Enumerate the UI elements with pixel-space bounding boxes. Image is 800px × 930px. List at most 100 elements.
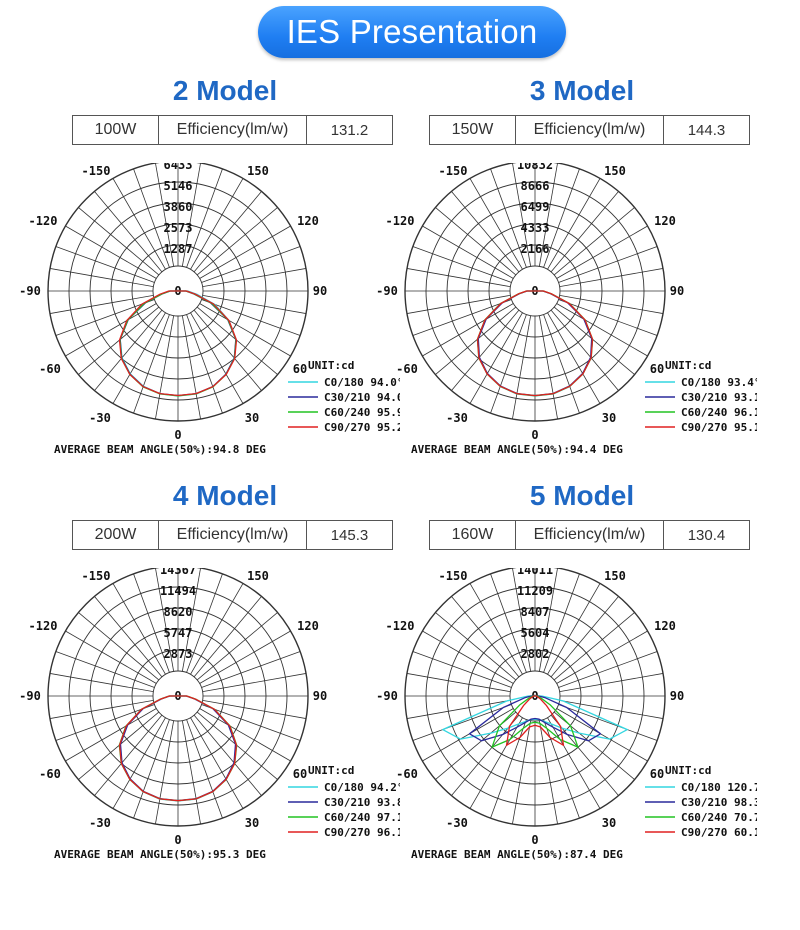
series-curve-C30-210	[468, 695, 602, 742]
grid-spoke	[193, 714, 262, 796]
grid-spoke	[155, 315, 175, 420]
grid-spoke	[190, 178, 244, 270]
page-title-banner: IES Presentation	[258, 6, 566, 58]
grid-spoke	[538, 720, 558, 825]
grid-spoke	[181, 568, 201, 672]
angle-label: 60	[293, 362, 307, 376]
legend-entry: C90/270 95.2°	[324, 421, 400, 434]
grid-spoke	[190, 312, 244, 404]
angle-label: 150	[247, 164, 269, 178]
grid-spoke	[547, 717, 601, 809]
unit-label: UNIT:cd	[308, 764, 354, 777]
polar-chart: 6433 5146 3860 2573 1287 0 -150 150 -120 120 -90 90…	[19, 163, 400, 456]
grid-spoke	[196, 306, 278, 375]
beam-angle-footer: AVERAGE BEAM ANGLE(50%):87.4 DEG	[411, 848, 623, 861]
unit-label: UNIT:cd	[665, 359, 711, 372]
angle-label: 0	[531, 833, 538, 847]
angle-label: -30	[446, 816, 468, 830]
radial-tick-label: 10832	[517, 163, 553, 172]
grid-spoke	[65, 708, 157, 762]
legend-entry: C30/210 94.0°	[324, 391, 400, 404]
grid-spoke	[181, 163, 201, 267]
grid-spoke	[112, 312, 166, 404]
grid-spoke	[422, 708, 514, 762]
grid-spoke	[558, 246, 658, 283]
power-cell: 150W	[430, 116, 516, 144]
angle-label: 120	[297, 619, 319, 633]
grid-spoke	[490, 314, 527, 414]
radial-tick-label: 2873	[164, 647, 193, 661]
grid-spoke	[422, 303, 514, 357]
grid-spoke	[196, 612, 278, 681]
legend-entry: C60/240 95.9°	[324, 406, 400, 419]
angle-label: -60	[396, 362, 418, 376]
grid-spoke	[186, 719, 223, 819]
grid-spoke	[490, 573, 527, 673]
grid-spoke	[558, 704, 658, 741]
angle-label: -30	[89, 411, 111, 425]
grid-spoke	[512, 163, 532, 267]
angle-label: 0	[174, 428, 181, 442]
series-curve-C60-240	[491, 695, 579, 748]
grid-spoke	[94, 596, 163, 678]
angle-label: -60	[39, 767, 61, 781]
grid-spoke	[538, 315, 558, 420]
legend-entry: C60/240 96.1°	[681, 406, 757, 419]
grid-spoke	[202, 673, 307, 693]
grid-spoke	[451, 596, 520, 678]
polar-chart: 14367 11494 8620 5747 2873 0 -150 150 -120 120 -90…	[19, 568, 400, 861]
grid-spoke	[186, 168, 223, 268]
legend-entry: C90/270 60.1°	[681, 826, 757, 839]
beam-angle-footer: AVERAGE BEAM ANGLE(50%):95.3 DEG	[54, 848, 266, 861]
grid-spoke	[550, 309, 619, 391]
legend-entry: C90/270 96.1°	[324, 826, 400, 839]
radial-tick-label: 14367	[160, 568, 196, 577]
model-panel-3: 3 Model 150W Efficiency(lm/w) 144.3 1083…	[357, 75, 757, 525]
angle-label: 60	[293, 767, 307, 781]
angle-label: 0	[531, 428, 538, 442]
grid-spoke	[186, 314, 223, 414]
radial-tick-label: 14011	[517, 568, 553, 577]
series-curve-C90-270	[118, 290, 238, 397]
grid-spoke	[451, 191, 520, 273]
grid-spoke	[422, 225, 514, 279]
radial-tick-label: 2573	[164, 221, 193, 235]
radial-tick-label: 11494	[160, 584, 196, 598]
grid-spoke	[553, 612, 635, 681]
grid-spoke	[186, 573, 223, 673]
angle-label: 120	[654, 619, 676, 633]
grid-spoke	[199, 225, 291, 279]
power-cell: 160W	[430, 521, 516, 549]
angle-label: -30	[89, 816, 111, 830]
grid-spoke	[469, 178, 523, 270]
grid-spoke	[547, 312, 601, 404]
grid-spoke	[553, 207, 635, 276]
grid-spoke	[559, 294, 664, 314]
radial-tick-label: 6433	[164, 163, 193, 172]
angle-label: 90	[313, 689, 327, 703]
grid-spoke	[469, 312, 523, 404]
grid-spoke	[55, 299, 155, 336]
grid-spoke	[65, 303, 157, 357]
grid-spoke	[553, 306, 635, 375]
grid-spoke	[199, 303, 291, 357]
radial-tick-label: 11209	[517, 584, 553, 598]
angle-label: 90	[313, 284, 327, 298]
power-cell: 200W	[73, 521, 159, 549]
grid-spoke	[469, 717, 523, 809]
legend-entry: C30/210 93.1°	[681, 391, 757, 404]
grid-spoke	[78, 711, 160, 780]
model-panel-2: 2 Model 100W Efficiency(lm/w) 131.2 6433…	[0, 75, 400, 525]
legend-entry: C0/180 120.7°	[681, 781, 757, 794]
grid-spoke	[422, 630, 514, 684]
angle-label: -90	[19, 284, 41, 298]
grid-spoke	[78, 207, 160, 276]
model-panel-5: 5 Model 160W Efficiency(lm/w) 130.4 1401…	[357, 480, 757, 930]
angle-label: 90	[670, 689, 684, 703]
angle-label: 30	[245, 816, 259, 830]
grid-spoke	[538, 568, 558, 672]
grid-spoke	[112, 583, 166, 675]
grid-spoke	[559, 268, 664, 288]
legend-entry: C60/240 70.7°	[681, 811, 757, 824]
angle-label: -150	[439, 164, 468, 178]
